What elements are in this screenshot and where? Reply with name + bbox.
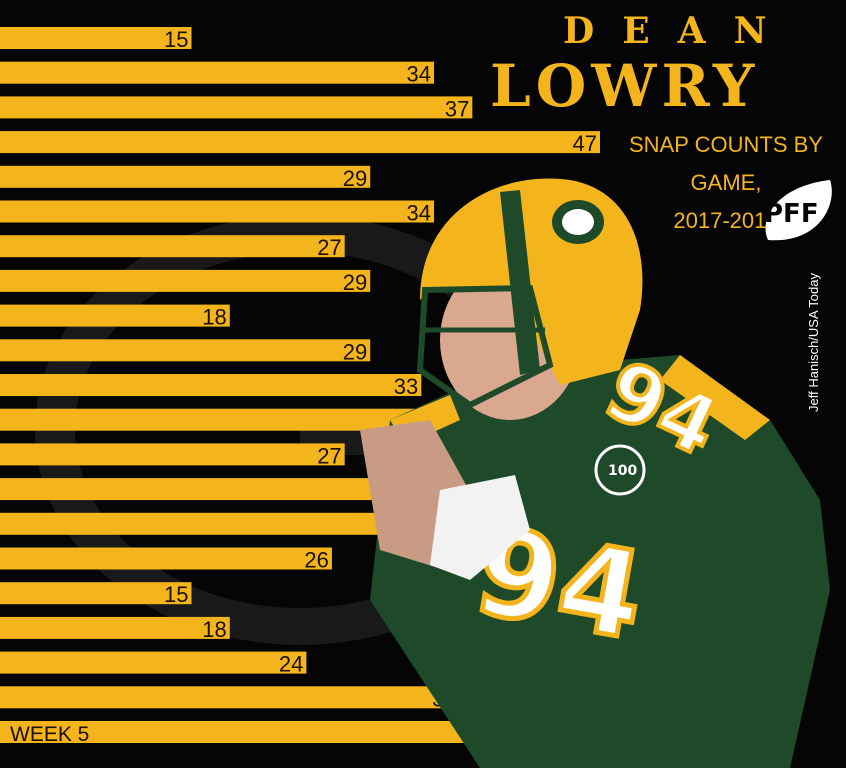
bars-group: 1534374729342729182933382738322615182436… xyxy=(0,27,600,746)
bar-game-19 xyxy=(0,651,307,674)
bar-value-label: 29 xyxy=(343,166,367,191)
subtitle: SNAP COUNTS BY GAME, 2017-2018 xyxy=(606,126,846,240)
bar-game-4 xyxy=(0,131,600,154)
bar-value-label: 34 xyxy=(407,201,431,226)
photo-credit: Jeff Hanisch/USA Today xyxy=(806,273,821,412)
bar-value-label: 33 xyxy=(394,374,418,399)
last-name: LOWRY xyxy=(490,52,760,120)
bar-game-8 xyxy=(0,269,371,292)
bar-value-label: 37 xyxy=(445,96,469,121)
subtitle-line-2: 2017-2018 xyxy=(673,208,779,233)
player-photo: 94 94 100 xyxy=(360,178,830,768)
category-label: WEEK 5 xyxy=(10,723,89,746)
bar-game-21 xyxy=(0,721,537,743)
first-name: DEAN xyxy=(563,10,795,52)
bar-value-label: 26 xyxy=(304,548,328,573)
bar-game-16 xyxy=(0,547,332,570)
bar-value-label: 27 xyxy=(317,235,341,260)
bar-game-3 xyxy=(0,96,473,119)
bar-value-label: 24 xyxy=(279,652,303,677)
bar-game-17 xyxy=(0,582,192,605)
bar-game-2 xyxy=(0,61,435,84)
bar-game-12 xyxy=(0,408,486,431)
bar-game-20 xyxy=(0,686,460,709)
bar-value-label: 18 xyxy=(202,617,226,642)
bar-game-13 xyxy=(0,443,345,466)
bar-game-18 xyxy=(0,616,230,639)
bar-game-15 xyxy=(0,512,409,535)
bar-value-label: 29 xyxy=(343,339,367,364)
bar-game-10 xyxy=(0,339,371,362)
svg-text:100: 100 xyxy=(608,463,637,479)
bar-game-9 xyxy=(0,304,230,327)
bar-game-11 xyxy=(0,374,422,396)
bar-game-14 xyxy=(0,478,486,501)
bar-value-label: 29 xyxy=(343,270,367,295)
pff-logo: PFF xyxy=(764,180,832,241)
bar-value-label: 15 xyxy=(164,27,188,52)
bar-value-label: 15 xyxy=(164,582,188,607)
pff-logo-text: PFF xyxy=(764,199,819,229)
bar-game-6 xyxy=(0,200,435,223)
bar-value-label: 18 xyxy=(202,305,226,330)
bar-game-1 xyxy=(0,27,192,49)
bar-game-5 xyxy=(0,165,371,188)
bar-game-7 xyxy=(0,235,345,258)
bar-value-label: 34 xyxy=(407,62,431,87)
bar-value-label: 27 xyxy=(317,443,341,468)
subtitle-line-1: SNAP COUNTS BY GAME, xyxy=(629,132,823,195)
bar-value-label: 47 xyxy=(573,131,597,156)
